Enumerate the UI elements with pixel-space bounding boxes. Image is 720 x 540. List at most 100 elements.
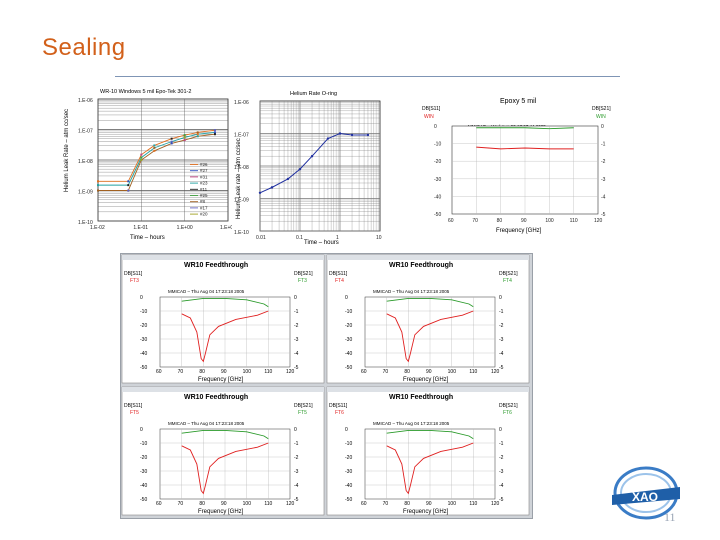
oring-point: [338, 132, 342, 135]
feedthrough-x-tick: 100: [243, 501, 252, 507]
windows-x-label: Time – hours: [130, 235, 165, 241]
feedthrough-y-tick-right: -1: [499, 441, 504, 447]
feedthrough-y-tick-right: -2: [294, 455, 299, 461]
windows-point: [153, 146, 156, 149]
epoxy-y-tick-right: -1: [601, 142, 606, 148]
feedthrough-panel: WR10 FeedthroughDB[S11]FT4DB[S21]FT4MMIC…: [326, 254, 530, 384]
feedthrough-x-tick: 120: [491, 369, 500, 375]
feedthrough-y-tick-right: -4: [294, 351, 299, 357]
feedthrough-y-tick-left: -10: [140, 309, 147, 315]
windows-point: [213, 131, 216, 134]
oring-point: [350, 133, 354, 137]
windows-point: [183, 139, 186, 142]
oring-y-label: Helium Leak rate – atm cc/sec: [236, 138, 242, 219]
epoxy-x-tick: 90: [521, 218, 527, 224]
feedthrough-y-tick-left: -20: [140, 323, 147, 329]
oring-point: [298, 167, 302, 171]
feedthrough-y-tick-left: 0: [345, 427, 348, 433]
feedthrough-x-tick: 60: [156, 501, 162, 507]
epoxy-y-tick-right: -2: [601, 159, 606, 165]
feedthrough-left-sub: FT6: [335, 410, 344, 416]
oring-y-tick: 1.E-07: [234, 133, 249, 139]
epoxy-chart: Epoxy 5 mil DB[S11] WIN DB[S21] WIN MMIC…: [412, 90, 618, 240]
epoxy-y-tick-left: -10: [434, 142, 441, 148]
windows-legend-item: #11: [200, 187, 208, 192]
windows-series-line: [98, 132, 216, 186]
feedthrough-y-tick-left: -40: [345, 483, 352, 489]
oring-x-tick: 10: [376, 235, 382, 241]
epoxy-right-sub: WIN: [596, 114, 606, 120]
feedthrough-x-tick: 80: [199, 369, 205, 375]
feedthrough-y-tick-right: -2: [499, 455, 504, 461]
epoxy-y-tick-left: -30: [434, 177, 441, 183]
oring-point: [366, 133, 370, 137]
epoxy-x-tick: 60: [448, 218, 454, 224]
feedthrough-x-tick: 120: [286, 501, 295, 507]
windows-x-tick: 1.E+01: [220, 225, 232, 231]
feedthrough-right-sub: FT5: [298, 410, 307, 416]
windows-point: [196, 131, 199, 134]
feedthrough-x-tick: 60: [361, 501, 367, 507]
epoxy-left-label: DB[S11]: [422, 106, 441, 112]
oring-chart-title: Helium Rate O-ring: [290, 91, 337, 97]
feedthrough-right-label: DB[S21]: [499, 271, 518, 277]
windows-point: [153, 144, 156, 147]
feedthrough-x-tick: 70: [178, 501, 184, 507]
epoxy-s21-line: [476, 127, 574, 130]
feedthrough-s21-line: [181, 429, 269, 440]
feedthrough-y-tick-left: -40: [345, 351, 352, 357]
epoxy-x-tick: 120: [594, 218, 603, 224]
feedthrough-x-tick: 100: [243, 369, 252, 375]
feedthrough-s21-line: [181, 297, 269, 308]
feedthrough-x-tick: 80: [404, 501, 410, 507]
oring-y-tick: 1.E-10: [234, 230, 249, 236]
slide-title: Sealing: [42, 34, 126, 61]
feedthrough-s11-line: [386, 442, 474, 495]
feedthrough-x-label: Frequency [GHz]: [403, 509, 449, 515]
xao-logo: XAO: [612, 466, 680, 520]
feedthrough-y-tick-left: -10: [345, 441, 352, 447]
feedthrough-y-tick-left: -30: [345, 337, 352, 343]
feedthrough-left-label: DB[S11]: [124, 403, 143, 409]
feedthrough-y-tick-right: -1: [294, 309, 299, 315]
windows-point: [97, 189, 99, 192]
feedthrough-y-tick-right: -3: [294, 469, 299, 475]
windows-point: [170, 140, 173, 143]
windows-point: [97, 184, 99, 187]
feedthrough-title: WR10 Feedthrough: [389, 394, 453, 401]
feedthrough-titlebar: [327, 255, 529, 260]
oring-leak-chart: Helium Rate O-ring 1.E-06 1.E-07 1.E-08 1.E…: [232, 84, 392, 246]
epoxy-s11-line: [476, 146, 574, 150]
feedthrough-y-tick-right: -3: [499, 337, 504, 343]
feedthrough-y-tick-left: -30: [345, 469, 352, 475]
windows-point: [213, 129, 216, 132]
feedthrough-x-tick: 70: [178, 369, 184, 375]
epoxy-x-tick: 80: [497, 218, 503, 224]
oring-x-tick: 0.01: [256, 235, 266, 241]
feedthrough-y-tick-right: -5: [294, 497, 299, 503]
feedthrough-y-tick-left: -50: [140, 497, 147, 503]
epoxy-x-tick: 70: [472, 218, 478, 224]
windows-legend-item: #26: [200, 162, 208, 167]
feedthrough-y-tick-left: 0: [140, 295, 143, 301]
feedthrough-y-tick-right: -3: [294, 337, 299, 343]
feedthrough-x-tick: 110: [264, 369, 272, 375]
feedthrough-panel: WR10 FeedthroughDB[S11]FT5DB[S21]FT5MMIC…: [121, 386, 325, 516]
feedthrough-y-tick-left: -10: [345, 309, 352, 315]
feedthrough-right-label: DB[S21]: [294, 271, 313, 277]
feedthrough-y-tick-left: -40: [140, 483, 147, 489]
epoxy-x-tick: 110: [570, 218, 578, 224]
feedthrough-x-label: Frequency [GHz]: [403, 377, 449, 383]
feedthrough-y-tick-left: -40: [140, 351, 147, 357]
feedthrough-subtitle: MMICAD – Thu Aug 04 17:23:18 2005: [373, 289, 450, 294]
feedthrough-panel: WR10 FeedthroughDB[S11]FT3DB[S21]FT3MMIC…: [121, 254, 325, 384]
epoxy-chart-title: Epoxy 5 mil: [500, 98, 537, 105]
feedthrough-x-label: Frequency [GHz]: [198, 377, 244, 383]
feedthrough-y-tick-left: -30: [140, 469, 147, 475]
feedthrough-y-tick-left: -50: [345, 365, 352, 371]
feedthrough-left-label: DB[S11]: [124, 271, 143, 277]
windows-point: [196, 133, 199, 136]
feedthrough-s11-line: [181, 442, 269, 495]
feedthrough-x-tick: 120: [491, 501, 500, 507]
feedthrough-s21-line: [386, 297, 474, 308]
